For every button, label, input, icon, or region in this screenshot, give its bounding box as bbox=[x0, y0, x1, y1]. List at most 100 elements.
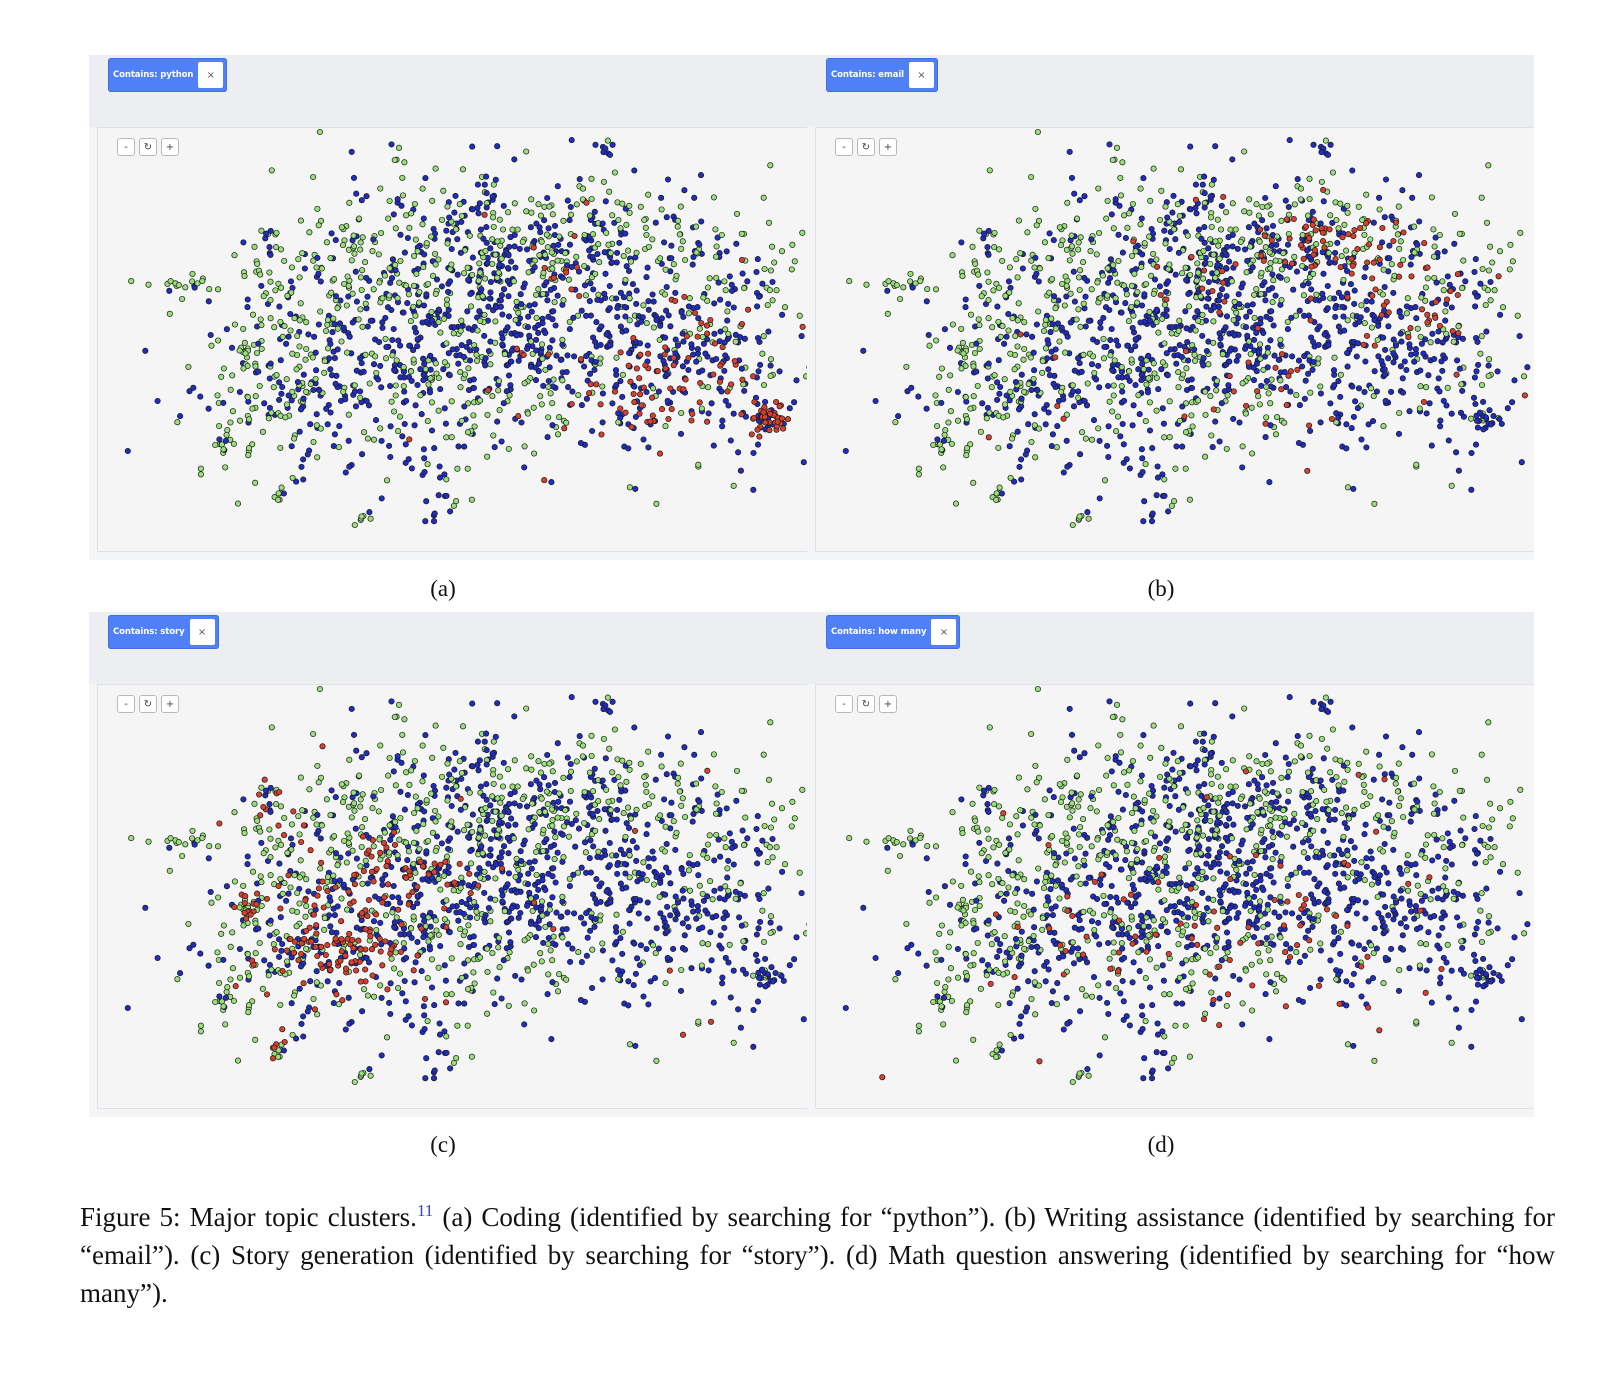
blue-point bbox=[417, 366, 424, 373]
zoom-in-button[interactable]: + bbox=[879, 138, 897, 156]
blue-point bbox=[705, 410, 712, 417]
filter-tag-python[interactable]: Contains: python × bbox=[108, 58, 228, 92]
blue-point bbox=[1095, 362, 1102, 369]
green-point bbox=[229, 408, 236, 415]
blue-point bbox=[328, 787, 335, 794]
blue-point bbox=[1049, 320, 1056, 328]
green-point bbox=[359, 824, 366, 831]
blue-point bbox=[1459, 387, 1466, 394]
green-point bbox=[1112, 295, 1119, 302]
blue-point bbox=[437, 386, 444, 393]
green-point bbox=[281, 814, 288, 821]
blue-point bbox=[1163, 312, 1170, 320]
filter-tag-story[interactable]: Contains: story × bbox=[108, 615, 219, 649]
blue-point bbox=[1088, 361, 1096, 368]
blue-point bbox=[511, 800, 518, 807]
green-point bbox=[410, 860, 417, 867]
green-point bbox=[356, 772, 363, 779]
match-point bbox=[1397, 261, 1404, 268]
blue-point bbox=[478, 286, 485, 293]
green-point bbox=[400, 383, 407, 390]
green-point bbox=[283, 401, 291, 408]
match-point bbox=[649, 394, 656, 401]
blue-point bbox=[476, 865, 483, 872]
scatter-plot-area[interactable]: - ↻ + bbox=[97, 127, 816, 552]
green-point bbox=[128, 278, 135, 285]
blue-point bbox=[310, 386, 317, 394]
match-point bbox=[638, 402, 645, 409]
green-point bbox=[435, 319, 442, 326]
blue-point bbox=[1130, 402, 1137, 409]
close-icon[interactable]: × bbox=[189, 619, 215, 645]
blue-point bbox=[1471, 268, 1478, 276]
green-point bbox=[1439, 278, 1446, 285]
blue-point bbox=[1183, 325, 1190, 332]
green-point bbox=[1195, 269, 1202, 276]
green-point bbox=[464, 264, 471, 271]
zoom-in-button[interactable]: + bbox=[161, 138, 179, 156]
green-point bbox=[1195, 397, 1202, 404]
blue-point bbox=[1462, 278, 1469, 285]
green-point bbox=[1232, 226, 1239, 233]
blue-point bbox=[674, 899, 682, 906]
blue-point bbox=[357, 388, 364, 395]
scatter-plot-area[interactable]: - ↻ + bbox=[97, 684, 816, 1109]
blue-point bbox=[723, 248, 730, 255]
green-point bbox=[976, 322, 983, 329]
blue-point bbox=[559, 831, 566, 838]
blue-point bbox=[1504, 405, 1511, 412]
blue-point bbox=[1081, 274, 1088, 281]
blue-point bbox=[473, 903, 480, 910]
blue-point bbox=[1390, 336, 1397, 343]
green-point bbox=[705, 384, 712, 391]
subfigure-label-a: (a) bbox=[430, 576, 456, 601]
blue-point bbox=[467, 357, 474, 364]
match-point bbox=[628, 423, 635, 431]
blue-point bbox=[650, 855, 657, 862]
blue-point bbox=[545, 782, 552, 789]
blue-point bbox=[786, 405, 793, 412]
green-point bbox=[1184, 232, 1191, 239]
green-point bbox=[642, 224, 649, 231]
blue-point bbox=[753, 268, 760, 276]
blue-point bbox=[1218, 286, 1226, 293]
blue-point bbox=[1129, 324, 1136, 331]
green-point bbox=[252, 363, 259, 370]
green-point bbox=[313, 422, 320, 429]
green-point bbox=[959, 273, 966, 280]
scatter-plot-area[interactable]: - ↻ + bbox=[815, 127, 1534, 552]
blue-point bbox=[352, 825, 359, 832]
blue-point bbox=[793, 934, 800, 941]
blue-point bbox=[408, 377, 415, 384]
green-point bbox=[492, 251, 499, 258]
green-point bbox=[535, 843, 542, 850]
close-icon[interactable]: × bbox=[909, 62, 934, 88]
match-point bbox=[1390, 237, 1397, 245]
blue-point bbox=[981, 230, 988, 237]
green-point bbox=[732, 338, 739, 345]
blue-point bbox=[1395, 430, 1403, 437]
blue-point bbox=[1319, 290, 1326, 297]
blue-point bbox=[923, 298, 930, 305]
blue-point bbox=[1244, 332, 1251, 339]
blue-point bbox=[607, 342, 614, 349]
close-icon[interactable]: × bbox=[198, 62, 224, 88]
green-point bbox=[464, 465, 471, 472]
filter-tag-email[interactable]: Contains: email × bbox=[826, 58, 938, 92]
green-point bbox=[1147, 197, 1154, 204]
green-point bbox=[1012, 332, 1019, 340]
blue-point bbox=[670, 945, 677, 952]
blue-point bbox=[477, 783, 484, 790]
zoom-out-button[interactable]: - bbox=[835, 138, 853, 156]
blue-point bbox=[397, 374, 404, 381]
blue-point bbox=[1106, 141, 1113, 148]
green-point bbox=[1358, 302, 1365, 309]
blue-point bbox=[690, 908, 697, 915]
blue-point bbox=[571, 353, 578, 360]
reset-view-icon[interactable]: ↻ bbox=[857, 138, 875, 156]
blue-point bbox=[694, 346, 701, 353]
zoom-out-button[interactable]: - bbox=[117, 138, 135, 156]
green-point bbox=[566, 875, 573, 882]
reset-view-icon[interactable]: ↻ bbox=[139, 138, 157, 156]
green-point bbox=[926, 342, 933, 349]
